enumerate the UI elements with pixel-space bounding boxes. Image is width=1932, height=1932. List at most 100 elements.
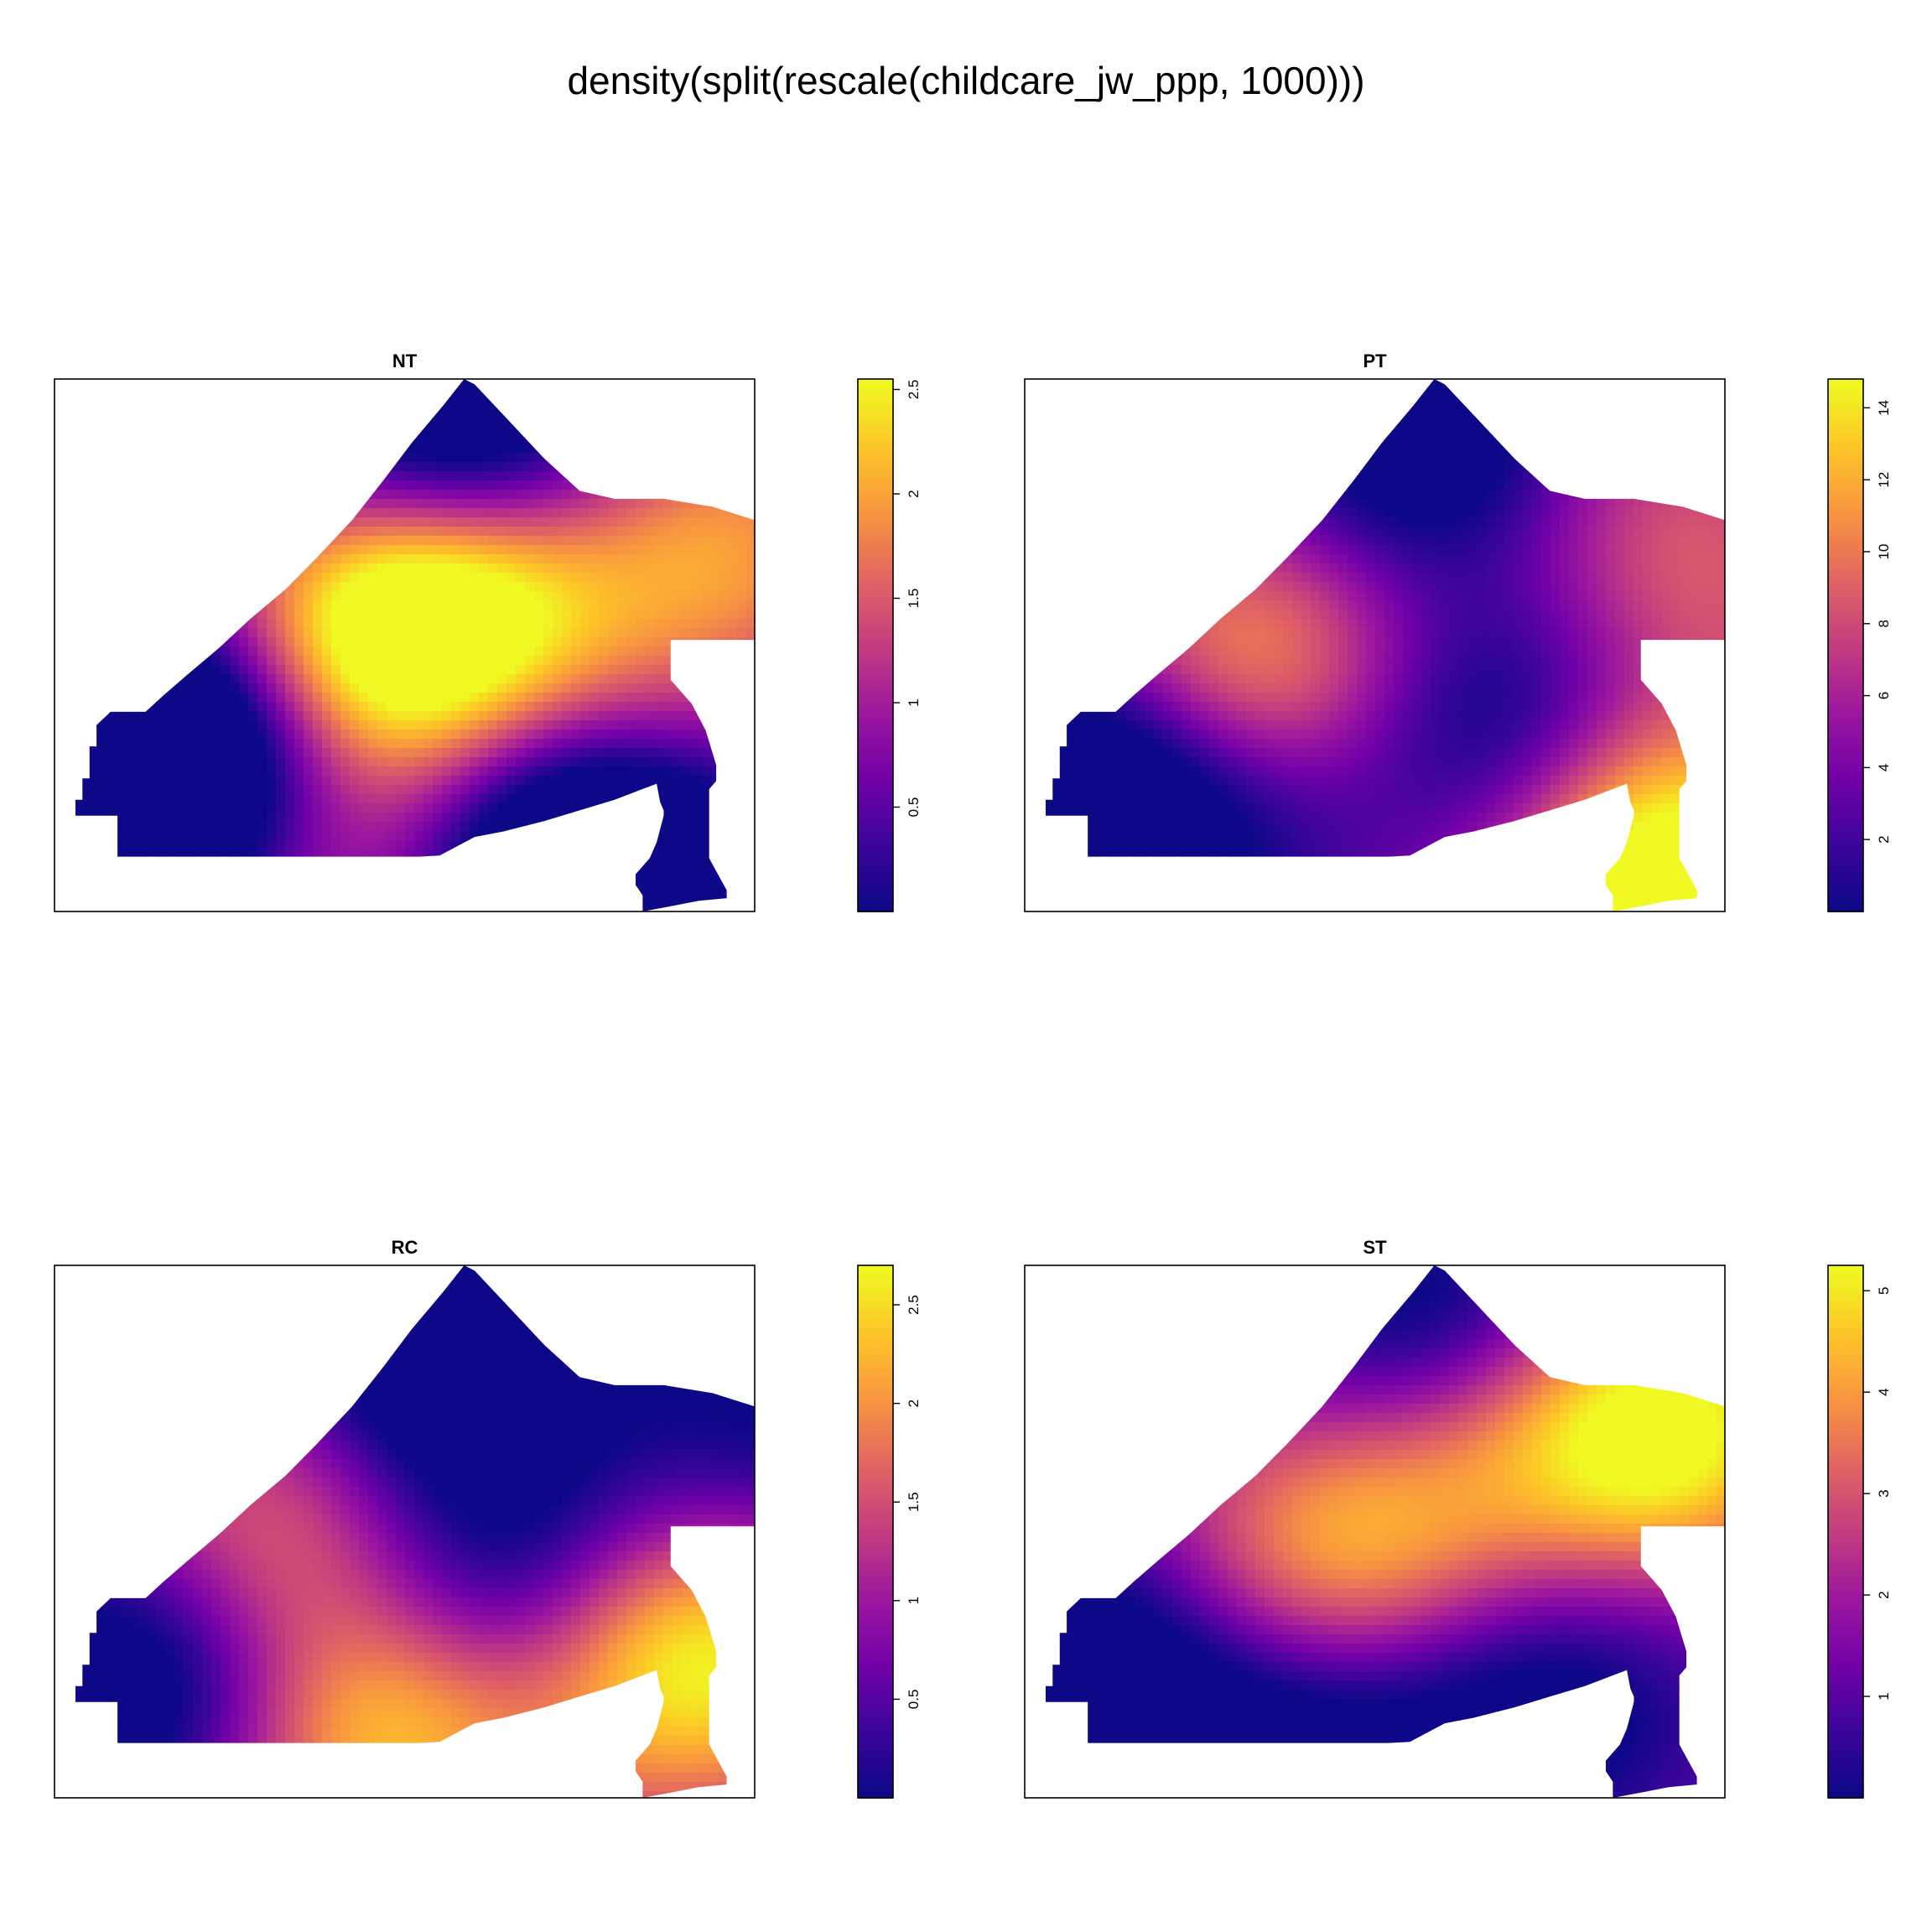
- density-cell: [396, 647, 406, 657]
- density-cell: [654, 619, 664, 629]
- density-cell: [368, 545, 378, 555]
- legend-swatch: [858, 796, 893, 802]
- density-cell: [654, 545, 664, 555]
- density-cell: [599, 610, 609, 620]
- density-cell: [682, 822, 692, 832]
- density-cell: [138, 748, 148, 758]
- density-cell: [470, 674, 480, 684]
- density-cell: [599, 711, 609, 721]
- density-cell: [626, 508, 636, 518]
- density-cell: [138, 831, 148, 841]
- density-cell: [553, 610, 563, 620]
- density-cell: [285, 813, 295, 823]
- density-cell: [442, 840, 452, 850]
- density-cell: [174, 840, 184, 850]
- density-cell: [313, 711, 323, 721]
- density-cell: [645, 665, 655, 675]
- density-cell: [562, 508, 572, 518]
- density-cell: [442, 573, 452, 583]
- density-cell: [645, 674, 655, 684]
- density-cell: [405, 600, 415, 610]
- density-cell: [497, 444, 507, 454]
- density-cell: [673, 831, 683, 841]
- legend-swatch: [858, 556, 893, 562]
- density-cell: [442, 711, 452, 721]
- density-cell: [1458, 416, 1468, 426]
- legend-swatch: [858, 498, 893, 504]
- density-cell: [359, 628, 369, 638]
- density-cell: [709, 776, 719, 786]
- density-cell: [396, 822, 406, 832]
- density-cell: [156, 720, 166, 730]
- density-cell: [414, 564, 424, 574]
- density-cell: [285, 794, 295, 804]
- density-cell: [257, 840, 267, 850]
- density-cell: [340, 720, 351, 730]
- density-cell: [525, 628, 535, 638]
- density-cell: [193, 840, 203, 850]
- density-cell: [165, 803, 175, 813]
- legend-swatch: [858, 720, 893, 726]
- density-cell: [350, 785, 360, 795]
- density-cell: [645, 610, 655, 620]
- density-cell: [673, 702, 683, 712]
- density-cell: [101, 766, 111, 776]
- density-cell: [377, 610, 387, 620]
- legend-swatch: [858, 569, 893, 575]
- density-cell: [746, 582, 755, 592]
- density-cell: [239, 628, 249, 638]
- legend-swatch: [858, 875, 893, 881]
- density-cell: [257, 656, 267, 666]
- density-cell: [451, 619, 461, 629]
- density-cell: [673, 813, 683, 823]
- density-cell: [497, 527, 507, 537]
- density-cell: [599, 757, 609, 767]
- density-cell: [377, 564, 387, 574]
- density-cell: [257, 785, 267, 795]
- density-cell: [128, 849, 138, 860]
- density-cell: [460, 490, 470, 500]
- density-cell: [451, 822, 461, 832]
- density-cell: [700, 564, 710, 574]
- density-cell: [331, 619, 341, 629]
- density-cell: [543, 776, 553, 786]
- density-cell: [654, 859, 664, 869]
- density-cell: [221, 840, 231, 850]
- density-cell: [1440, 388, 1450, 398]
- density-cell: [700, 868, 710, 878]
- density-cell: [322, 656, 332, 666]
- density-cell: [534, 693, 544, 703]
- legend-swatch: [858, 724, 893, 730]
- density-cell: [516, 591, 526, 601]
- density-cell: [276, 757, 286, 767]
- density-cell: [230, 656, 240, 666]
- density-cell: [165, 813, 175, 823]
- density-cell: [470, 444, 480, 454]
- density-cell: [387, 647, 397, 657]
- density-cell: [534, 794, 544, 804]
- density-cell: [626, 730, 636, 740]
- density-cell: [488, 564, 498, 574]
- density-cell: [506, 683, 517, 693]
- density-cell: [377, 693, 387, 703]
- legend-swatch: [858, 667, 893, 673]
- density-cell: [1431, 425, 1441, 435]
- density-cell: [543, 591, 553, 601]
- density-cell: [673, 877, 683, 887]
- density-cell: [470, 508, 480, 518]
- density-cell: [331, 757, 341, 767]
- density-cell: [709, 564, 719, 574]
- density-cell: [700, 527, 710, 537]
- density-cell: [313, 683, 323, 693]
- density-cell: [654, 647, 664, 657]
- density-cell: [451, 656, 461, 666]
- density-cell: [396, 480, 406, 491]
- density-cell: [128, 748, 138, 758]
- density-cell: [414, 444, 424, 454]
- density-cell: [294, 757, 304, 767]
- density-cell: [405, 610, 415, 620]
- density-cell: [414, 840, 424, 850]
- density-cell: [294, 748, 304, 758]
- density-cell: [165, 730, 175, 740]
- density-cell: [728, 610, 738, 620]
